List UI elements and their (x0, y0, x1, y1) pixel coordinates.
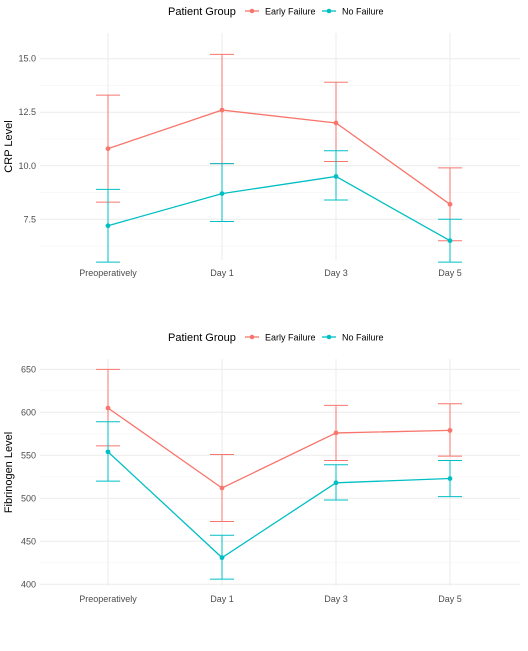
legend-key-point (249, 334, 255, 340)
x-tick-label: Preoperatively (79, 594, 137, 604)
legend-label: Early Failure (265, 7, 316, 17)
data-point (447, 238, 453, 244)
series-early-failure (96, 53, 462, 242)
x-tick-label: Day 1 (210, 594, 234, 604)
data-point (219, 555, 225, 561)
y-tick-label: 450 (21, 536, 36, 546)
series-line (107, 451, 451, 559)
y-tick-label: 7.5 (23, 214, 36, 224)
y-axis-title: Fibrinogen Level (3, 432, 15, 513)
data-point (105, 405, 111, 411)
fibrinogen-chart: Patient Group Early Failure No Failure 400 4… (3, 332, 520, 604)
y-tick-label: 400 (21, 579, 36, 589)
legend-item: No Failure (322, 333, 384, 343)
legend-label: No Failure (342, 7, 384, 17)
data-point (333, 120, 339, 126)
legend-title: Patient Group (168, 332, 236, 344)
data-point (105, 223, 111, 229)
data-point (333, 430, 339, 436)
data-point (447, 201, 453, 207)
data-point (105, 146, 111, 152)
legend-label: Early Failure (265, 333, 316, 343)
series-line (107, 175, 451, 242)
y-tick-label: 550 (21, 450, 36, 460)
legend-title: Patient Group (168, 6, 236, 18)
x-tick-label: Day 1 (210, 268, 234, 278)
data-point (447, 427, 453, 433)
legend-item: Early Failure (245, 333, 316, 343)
crp-chart: Patient Group Early Failure No Failure 7.5 1… (3, 6, 520, 278)
x-tick-label: Day 5 (438, 268, 462, 278)
legend: Patient Group Early Failure No Failure (168, 332, 384, 344)
gridlines (40, 33, 520, 260)
y-tick-label: 500 (21, 493, 36, 503)
x-tick-label: Day 3 (324, 268, 348, 278)
data-point (219, 485, 225, 491)
data-point (219, 191, 225, 197)
y-tick-label: 10.0 (18, 161, 36, 171)
legend: Patient Group Early Failure No Failure (168, 6, 384, 18)
y-tick-label: 15.0 (18, 54, 36, 64)
data-point (333, 174, 339, 179)
data-point (219, 107, 225, 113)
legend-label: No Failure (342, 333, 384, 343)
series-no-failure (96, 150, 462, 263)
series-line (107, 407, 451, 489)
x-tick-label: Day 3 (324, 594, 348, 604)
legend-key-point (326, 334, 332, 340)
y-axis-title: CRP Level (3, 120, 15, 172)
series-no-failure (96, 421, 462, 580)
y-tick-label: 650 (21, 364, 36, 374)
gridlines (40, 359, 520, 586)
data-point (105, 449, 111, 455)
x-tick-label: Day 5 (438, 594, 462, 604)
legend-item: No Failure (322, 7, 384, 17)
y-tick-label: 12.5 (18, 107, 36, 117)
legend-item: Early Failure (245, 7, 316, 17)
x-tick-label: Preoperatively (79, 268, 137, 278)
y-tick-label: 600 (21, 407, 36, 417)
series-line (107, 109, 451, 205)
series-early-failure (96, 368, 462, 523)
data-point (447, 476, 453, 481)
legend-key-point (326, 8, 332, 14)
legend-key-point (249, 8, 255, 14)
data-point (333, 480, 339, 486)
